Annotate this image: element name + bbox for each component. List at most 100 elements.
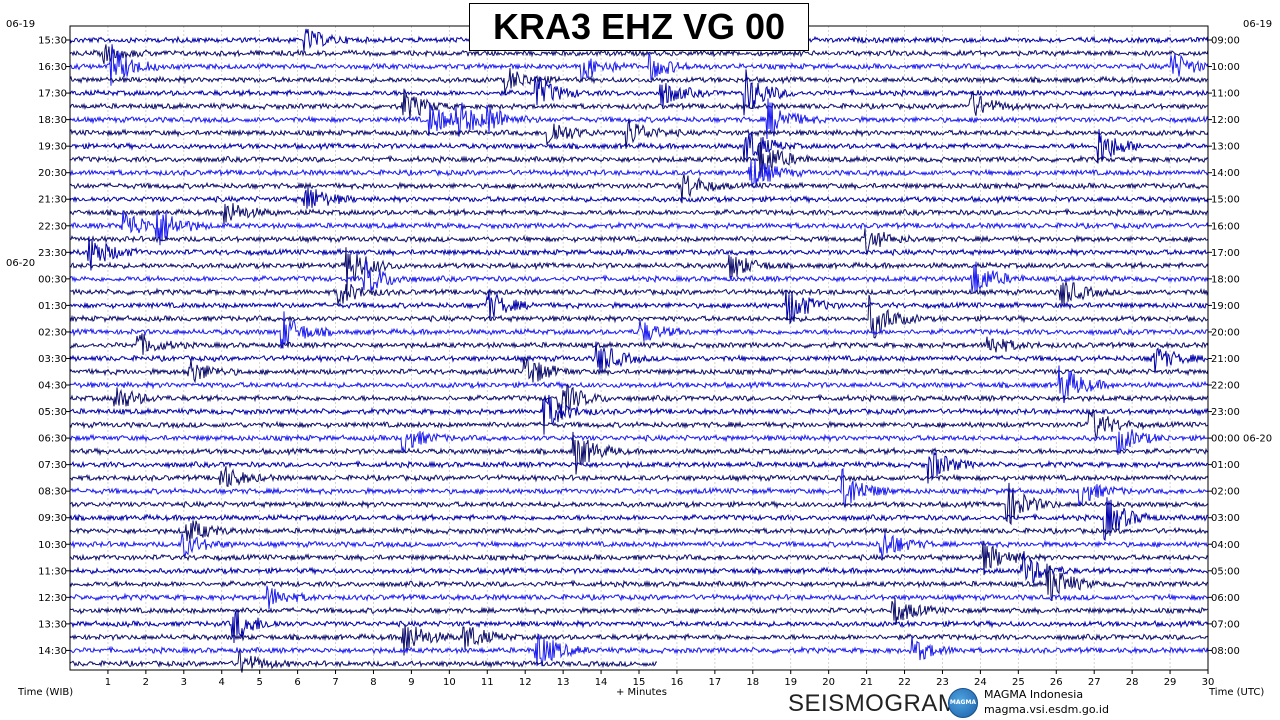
left-tick-label: 09:30 <box>38 513 67 524</box>
trace-line <box>69 429 1209 455</box>
trace-line <box>69 466 1209 487</box>
right-tick-label: 12:00 <box>1211 115 1240 126</box>
right-tick-label: 01:00 <box>1211 460 1240 471</box>
trace-line <box>69 409 1209 440</box>
x-tick-label: 9 <box>408 677 414 688</box>
right-axis-label: Time (UTC) <box>1209 687 1265 698</box>
trace-line <box>69 450 1209 484</box>
x-tick-label: 8 <box>370 677 376 688</box>
right-tick-label: 02:00 <box>1211 487 1240 498</box>
left-tick-label: 10:30 <box>38 540 67 551</box>
trace-line <box>69 228 1209 255</box>
right-tick-label: 10:00 <box>1211 62 1240 73</box>
x-tick-label: 2 <box>143 677 149 688</box>
trace-line <box>69 394 1209 435</box>
left-date-top: 06-19 <box>6 19 36 30</box>
trace-line <box>69 597 1209 625</box>
left-tick-label: 13:30 <box>38 619 67 630</box>
right-tick-label: 20:00 <box>1211 327 1240 338</box>
trace-line <box>69 158 1209 188</box>
x-tick-label: 30 <box>1202 677 1215 688</box>
x-tick-label: 5 <box>256 677 262 688</box>
magma-logo: SEISMOGRAM MAGMA MAGMA Indonesia magma.v… <box>788 686 1109 720</box>
x-tick-label: 3 <box>181 677 187 688</box>
magma-badge-icon: MAGMA <box>948 688 978 718</box>
trace-line <box>69 356 1209 384</box>
right-tick-label: 15:00 <box>1211 195 1240 206</box>
right-tick-label: 13:00 <box>1211 142 1240 153</box>
left-tick-label: 04:30 <box>38 381 67 392</box>
trace-line <box>69 68 1209 96</box>
trace-line <box>69 341 1209 374</box>
trace-line <box>69 210 1209 246</box>
trace-line <box>69 497 1209 542</box>
x-tick-label: 19 <box>784 677 797 688</box>
left-tick-label: 07:30 <box>38 460 67 471</box>
left-tick-label: 05:30 <box>38 407 67 418</box>
right-tick-label: 08:00 <box>1211 646 1240 657</box>
right-tick-label: 05:00 <box>1211 566 1240 577</box>
x-tick-label: 26 <box>1050 677 1063 688</box>
trace-line <box>69 649 658 673</box>
x-tick-label: 15 <box>633 677 646 688</box>
x-tick-label: 13 <box>557 677 570 688</box>
trace-line <box>69 129 1209 164</box>
trace-line <box>69 585 1209 610</box>
trace-line <box>69 383 1209 419</box>
trace-line <box>69 236 1209 271</box>
right-tick-label: 16:00 <box>1211 221 1240 232</box>
trace-line <box>69 294 1209 339</box>
x-tick-label: 12 <box>519 677 532 688</box>
x-tick-label: 10 <box>443 677 456 688</box>
x-axis-label: + Minutes <box>616 687 667 698</box>
trace-line <box>69 173 1209 204</box>
trace-line <box>69 540 1209 576</box>
trace-layer <box>69 28 1209 673</box>
x-tick-label: 1 <box>105 677 111 688</box>
x-tick-label: 17 <box>708 677 721 688</box>
logo-org: MAGMA Indonesia <box>984 688 1084 701</box>
right-tick-label: 17:00 <box>1211 248 1240 259</box>
x-tick-label: 16 <box>671 677 684 688</box>
trace-line <box>69 119 1209 149</box>
left-date-mid: 06-20 <box>6 258 36 269</box>
left-tick-label: 14:30 <box>38 646 67 657</box>
left-tick-label: 00:30 <box>38 274 67 285</box>
trace-line <box>69 44 1209 86</box>
left-tick-label: 12:30 <box>38 593 67 604</box>
tick-layer: 1 2 3 4 5 6 7 8 9 10 11 12 13 14 15 16 17 18 19 20 21 22 23 24 2… <box>38 36 1272 689</box>
right-tick-label: 11:00 <box>1211 89 1240 100</box>
x-tick-label: 20 <box>822 677 835 688</box>
left-tick-label: 03:30 <box>38 354 67 365</box>
trace-line <box>69 203 1209 224</box>
trace-line <box>69 289 1209 325</box>
trace-line <box>69 187 1209 209</box>
trace-line <box>69 551 1209 584</box>
right-tick-label: 03:00 <box>1211 513 1240 524</box>
trace-line <box>69 311 1209 349</box>
left-tick-label: 01:30 <box>38 301 67 312</box>
right-tick-label: 06:00 <box>1211 593 1240 604</box>
trace-line <box>69 259 1209 293</box>
left-tick-label: 20:30 <box>38 168 67 179</box>
logo-url: magma.vsi.esdm.go.id <box>984 703 1109 716</box>
trace-line <box>69 624 1209 656</box>
left-tick-label: 16:30 <box>38 62 67 73</box>
left-tick-label: 11:30 <box>38 566 67 577</box>
right-tick-label: 19:00 <box>1211 301 1240 312</box>
trace-line <box>69 280 1209 307</box>
x-tick-label: 18 <box>746 677 759 688</box>
left-tick-label: 21:30 <box>38 195 67 206</box>
trace-line <box>69 520 1209 542</box>
x-tick-label: 27 <box>1088 677 1101 688</box>
left-tick-label: 19:30 <box>38 142 67 153</box>
trace-line <box>69 69 1209 116</box>
x-tick-label: 11 <box>481 677 494 688</box>
trace-line <box>69 563 1209 602</box>
left-tick-label: 06:30 <box>38 434 67 445</box>
trace-line <box>69 365 1209 404</box>
right-date-top: 06-19 <box>1243 19 1273 30</box>
left-tick-label: 18:30 <box>38 115 67 126</box>
grid-layer <box>107 26 1171 670</box>
trace-line <box>69 633 1209 667</box>
